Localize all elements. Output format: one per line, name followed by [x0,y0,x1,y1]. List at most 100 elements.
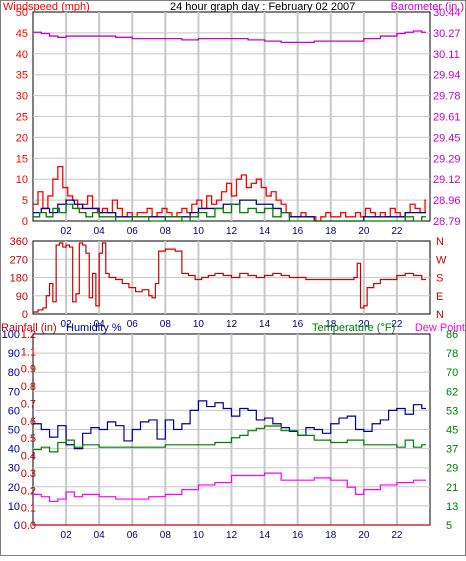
x-tick-label: 16 [292,319,304,330]
x-tick-label: 06 [127,530,139,541]
y-tick-label-right: 21 [446,482,458,494]
y-tick-label-left: 90 [16,291,28,303]
y-tick-label-left: 20 [16,132,28,144]
chart-title: 24 hour graph day : February 02 2007 [170,1,355,13]
y-tick-label-right: 86 [446,329,458,341]
y-tick-label-left: 0.7 [21,398,36,410]
y-tick-label-right: 29.94 [433,70,461,82]
series-line-direction [33,242,426,313]
x-tick-label: 08 [160,319,172,330]
y-tick-label-right: 29 [446,463,458,475]
y-tick-label-right: 78 [446,348,458,360]
y-tick-label-left: 360 [10,236,28,248]
x-tick-label: 18 [325,530,337,541]
y-tick-label-left: 15 [16,153,28,165]
series-line-1 [33,166,426,222]
y-tick-label-right: 53 [446,405,458,417]
y-tick-label-left: 0.5 [21,433,36,445]
x-tick-label: 16 [292,530,304,541]
y-tick-label-right: 30.44 [433,7,461,19]
y-tick-label-right: 29.61 [433,112,461,124]
y-tick-label-right: E [436,291,443,303]
x-tick-label: 16 [292,226,304,237]
y-tick-label-right: 29.45 [433,132,461,144]
y-tick-label-left: 30 [16,91,28,103]
x-tick-label: 04 [94,226,106,237]
y-tick-label-left: 0 [22,216,28,228]
x-tick-label: 10 [193,530,205,541]
x-tick-label: 22 [391,530,403,541]
y-tick-label-left: 270 [10,254,28,266]
y-tick-label-left: 50 [8,425,20,437]
y-tick-label-right: 13 [446,501,458,513]
x-tick-label: 02 [61,530,73,541]
x-tick-label: 14 [259,319,271,330]
series-line-10 [33,400,426,450]
x-tick-label: 08 [160,530,172,541]
rainfall-axis-title: Rainfall (in) [1,322,57,334]
x-tick-label: 10 [193,226,205,237]
y-tick-label-right: 30.11 [433,49,460,61]
y-tick-label-left: 20 [8,482,20,494]
y-tick-label-right: 29.78 [433,91,461,103]
x-tick-label: 20 [358,226,370,237]
y-tick-label-right: 30.27 [433,28,461,40]
y-tick-label-right: 28.96 [433,195,461,207]
x-tick-label: 14 [259,530,271,541]
y-tick-label-left: 0.1 [21,503,36,515]
x-tick-label: 22 [391,319,403,330]
y-tick-label-left: 5 [22,195,28,207]
x-tick-label: 18 [325,226,337,237]
x-tick-label: 06 [127,226,139,237]
x-tick-label: 04 [94,530,106,541]
series-line-0 [33,30,426,44]
x-tick-label: 20 [358,530,370,541]
barometer-axis-title: Barometer (in.) [391,1,464,13]
y-tick-label-left: 40 [16,49,28,61]
y-tick-label-left: 0.9 [21,364,36,376]
y-tick-label-right: 45 [446,425,458,437]
y-tick-label-left: 30 [8,463,20,475]
x-tick-label: 10 [193,319,205,330]
y-tick-label-right: S [436,273,443,285]
x-tick-label: 02 [61,226,73,237]
dewpoint-axis-title: Dew Point [415,322,465,334]
y-tick-label-left: 35 [16,70,28,82]
y-tick-label-left: 70 [8,386,20,398]
series-line-3 [33,203,426,222]
y-tick-label-right: 5 [446,520,452,532]
x-tick-label: 04 [94,319,106,330]
y-tick-label-right: 29.12 [433,174,461,186]
y-tick-label-left: 40 [8,444,20,456]
y-tick-label-left: 1.2 [21,329,36,341]
y-tick-label-left: 80 [8,367,20,379]
y-tick-label-left: 60 [8,405,20,417]
x-tick-label: 08 [160,226,172,237]
y-tick-label-left: 90 [8,348,20,360]
y-tick-label-left: 0.8 [21,381,36,393]
y-tick-label-left: 10 [8,501,20,513]
y-tick-label-left: 0.2 [21,485,36,497]
y-tick-label-right: 37 [446,444,458,456]
y-tick-label-left: 0.3 [21,468,36,480]
x-tick-label: 20 [358,319,370,330]
windspeed-axis-title: Windspeed (mph) [3,1,90,13]
panels: 02 04 06 08 10 12 14 16 18 20 22 Windspeed (mph) 24 … [1,1,465,541]
y-tick-label-left: 0.4 [21,451,36,463]
series-line-12 [33,472,426,503]
y-tick-label-left: 100 [2,329,20,341]
y-tick-label-right: 28.79 [433,216,461,228]
x-tick-label: 12 [226,530,238,541]
y-tick-label-left: 0.0 [21,520,36,532]
y-tick-label-left: 25 [16,112,28,124]
y-tick-label-left: 180 [10,273,28,285]
x-tick-label: 14 [259,226,271,237]
y-tick-label-left: 1.1 [21,346,36,358]
x-tick-label: 12 [226,319,238,330]
y-tick-label-right: 70 [446,367,458,379]
y-tick-label-left: 0 [22,309,28,321]
y-tick-label-left: 45 [16,28,28,40]
x-tick-label: 22 [391,226,403,237]
